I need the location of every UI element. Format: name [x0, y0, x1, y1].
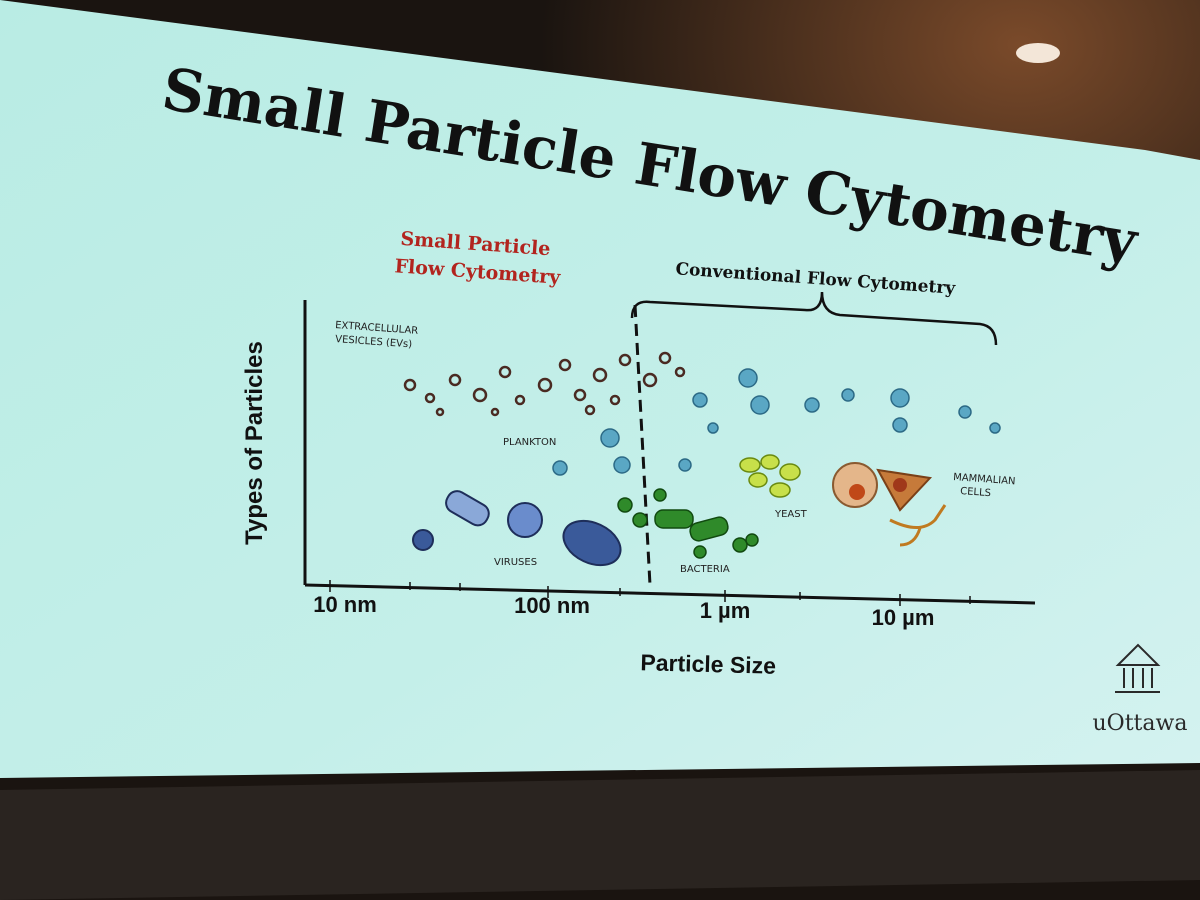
- particle-label: VIRUSES: [494, 557, 537, 568]
- particle-label: CELLS: [960, 486, 991, 499]
- bracket: [630, 291, 998, 346]
- ceiling-light: [1016, 43, 1060, 63]
- axis-ticks: [329, 580, 971, 606]
- divider-line: [633, 304, 652, 586]
- virus-particles: [412, 490, 622, 567]
- particle-label: MAMMALIAN: [953, 472, 1016, 487]
- x-tick-label: 1 µm: [700, 598, 751, 623]
- particle-label: YEAST: [774, 509, 808, 520]
- logo-icon: [1115, 643, 1161, 693]
- slide: [0, 0, 1200, 778]
- screen-frame: [0, 770, 1200, 900]
- particle-label: BACTERIA: [680, 564, 730, 575]
- logo-text: uOttawa: [1093, 711, 1188, 736]
- yeast-particles: [739, 454, 801, 498]
- particle-label: PLANKTON: [503, 437, 556, 448]
- x-tick-label: 100 nm: [514, 593, 590, 618]
- x-tick-label: 10 µm: [872, 605, 935, 630]
- x-axis-title: Particle Size: [640, 649, 776, 679]
- particle-label: VESICLES (EVs): [335, 334, 413, 350]
- plankton-particles: [552, 368, 1001, 476]
- ev-particles: [403, 351, 686, 417]
- y-axis-title: Types of Particles: [241, 341, 268, 545]
- x-tick-label: 10 nm: [313, 592, 377, 617]
- x-axis: [304, 583, 1036, 605]
- mammalian-cells: [832, 462, 947, 547]
- bacteria-particles: [617, 488, 759, 559]
